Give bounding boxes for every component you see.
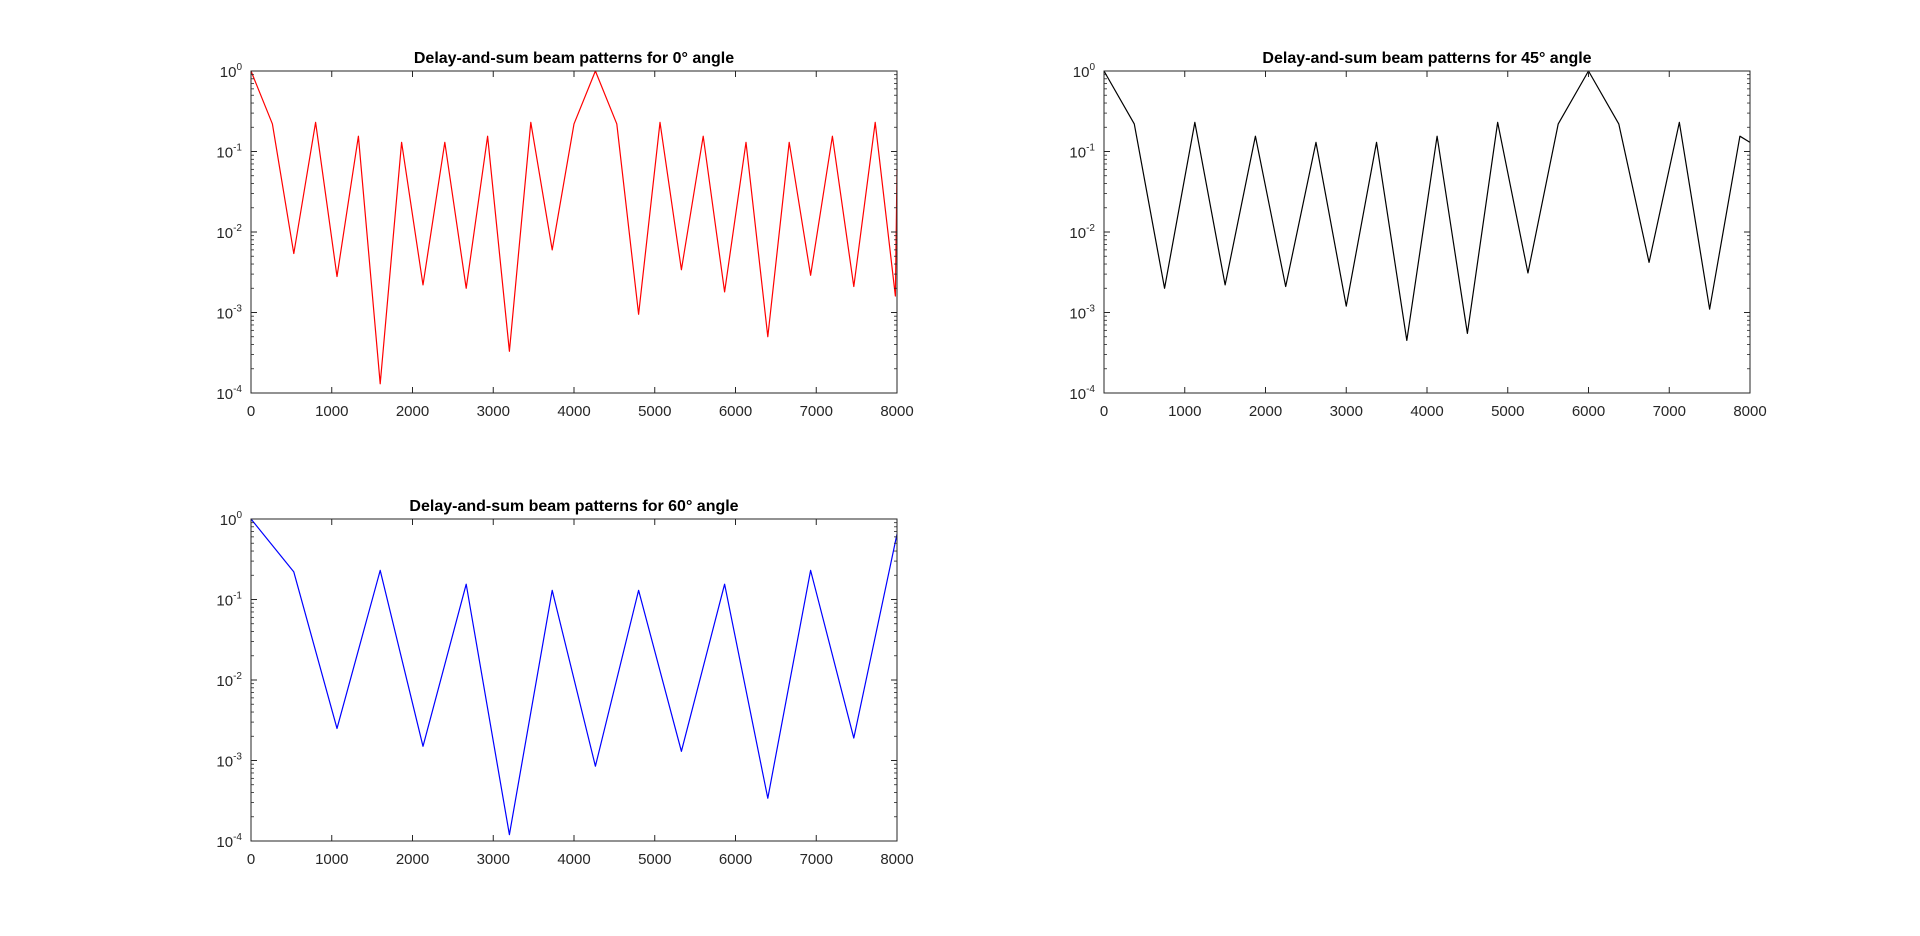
chart-1: 0 1000 2000 3000 4000 5000 6000 7000 800010-410-… — [216, 50, 913, 420]
x-tick-label: 6000 — [719, 851, 752, 868]
y-tick-label: 10-2 — [216, 223, 242, 242]
y-tick-label: 10-3 — [216, 752, 242, 771]
series-line — [250, 70, 898, 385]
y-tick-label: 10-4 — [216, 832, 242, 851]
y-tick-base: 10 — [220, 512, 237, 529]
y-tick-exponent: -4 — [1086, 384, 1095, 395]
y-tick-base: 10 — [1069, 225, 1086, 242]
y-tick-label: 100 — [1073, 62, 1096, 81]
y-tick-label: 10-2 — [1069, 223, 1095, 242]
y-tick-exponent: 0 — [1089, 62, 1095, 73]
y-tick-label: 100 — [220, 510, 243, 529]
y-tick-label: 10-2 — [216, 671, 242, 690]
x-tick-label: 3000 — [477, 403, 510, 420]
y-tick-exponent: -3 — [1086, 304, 1095, 315]
y-tick-exponent: -3 — [233, 304, 242, 315]
y-tick-exponent: -2 — [1086, 223, 1095, 234]
y-tick-exponent: -4 — [233, 384, 242, 395]
x-tick-label: 4000 — [1410, 403, 1443, 420]
x-tick-label: 1000 — [315, 851, 348, 868]
x-tick-label: 0 — [1100, 403, 1108, 420]
y-tick-label: 10-3 — [1069, 304, 1095, 323]
series-line — [1103, 70, 1751, 342]
y-tick-base: 10 — [1069, 386, 1086, 403]
y-tick-exponent: -1 — [233, 591, 242, 602]
y-tick-label: 10-4 — [1069, 384, 1095, 403]
x-tick-label: 8000 — [1733, 403, 1766, 420]
x-tick-label: 0 — [247, 403, 255, 420]
y-tick-base: 10 — [216, 593, 233, 610]
y-tick-base: 10 — [220, 64, 237, 81]
x-tick-label: 6000 — [1572, 403, 1605, 420]
x-tick-label: 7000 — [800, 403, 833, 420]
x-tick-label: 1000 — [1168, 403, 1201, 420]
y-tick-exponent: -4 — [233, 832, 242, 843]
y-tick-base: 10 — [1073, 64, 1090, 81]
y-tick-exponent: 0 — [236, 62, 242, 73]
x-tick-label: 4000 — [557, 403, 590, 420]
chart-title: Delay-and-sum beam patterns for 45° angl… — [1262, 50, 1591, 67]
y-tick-label: 100 — [220, 62, 243, 81]
chart-title: Delay-and-sum beam patterns for 0° angle — [414, 50, 734, 67]
y-tick-base: 10 — [1069, 145, 1086, 162]
x-tick-label: 0 — [247, 851, 255, 868]
y-tick-base: 10 — [216, 386, 233, 403]
y-tick-exponent: -1 — [233, 143, 242, 154]
y-tick-exponent: 0 — [236, 510, 242, 521]
y-tick-base: 10 — [1069, 306, 1086, 323]
y-tick-exponent: -1 — [1086, 143, 1095, 154]
y-tick-label: 10-1 — [216, 591, 242, 610]
x-tick-label: 3000 — [1330, 403, 1363, 420]
x-tick-label: 5000 — [1491, 403, 1524, 420]
y-tick-base: 10 — [216, 306, 233, 323]
y-tick-label: 10-3 — [216, 304, 242, 323]
x-tick-label: 1000 — [315, 403, 348, 420]
y-tick-label: 10-4 — [216, 384, 242, 403]
x-tick-label: 5000 — [638, 403, 671, 420]
y-tick-base: 10 — [216, 145, 233, 162]
x-tick-label: 2000 — [396, 403, 429, 420]
x-tick-label: 6000 — [719, 403, 752, 420]
x-tick-label: 5000 — [638, 851, 671, 868]
y-tick-base: 10 — [216, 225, 233, 242]
x-tick-label: 8000 — [880, 851, 913, 868]
x-tick-label: 8000 — [880, 403, 913, 420]
y-tick-exponent: -2 — [233, 223, 242, 234]
y-tick-exponent: -3 — [233, 752, 242, 763]
chart-3: 0 1000 2000 3000 4000 5000 6000 7000 800010-410-… — [216, 498, 913, 868]
y-tick-base: 10 — [216, 673, 233, 690]
x-tick-label: 7000 — [1653, 403, 1686, 420]
y-tick-label: 10-1 — [216, 143, 242, 162]
x-tick-label: 3000 — [477, 851, 510, 868]
chart-2: 0 1000 2000 3000 4000 5000 6000 7000 800010-410-… — [1069, 50, 1766, 420]
x-tick-label: 7000 — [800, 851, 833, 868]
y-tick-label: 10-1 — [1069, 143, 1095, 162]
y-tick-exponent: -2 — [233, 671, 242, 682]
x-tick-label: 2000 — [1249, 403, 1282, 420]
y-tick-base: 10 — [216, 834, 233, 851]
x-tick-label: 4000 — [557, 851, 590, 868]
x-tick-label: 2000 — [396, 851, 429, 868]
series-line — [250, 518, 898, 836]
chart-title: Delay-and-sum beam patterns for 60° angl… — [409, 498, 738, 515]
y-tick-base: 10 — [216, 754, 233, 771]
